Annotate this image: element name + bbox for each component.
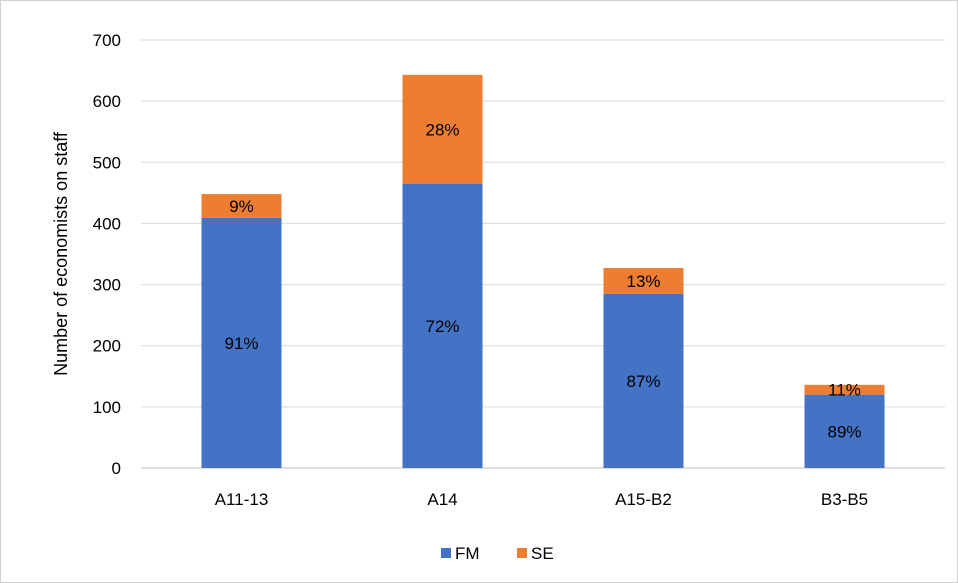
x-axis-ticks: A11-13 A14 A15-B2 B3-B5 bbox=[215, 490, 868, 509]
data-labels: 91% 9% 72% 28% 87% 13% 89% 11% bbox=[224, 120, 861, 441]
x-tick-label: A11-13 bbox=[215, 490, 269, 509]
y-tick-label: 300 bbox=[93, 276, 121, 295]
bar-fm bbox=[603, 293, 684, 468]
y-tick-label: 400 bbox=[93, 214, 121, 233]
data-label: 87% bbox=[626, 372, 660, 391]
bar-se bbox=[201, 194, 282, 218]
legend-label-se: SE bbox=[531, 544, 554, 563]
x-tick-label: B3-B5 bbox=[821, 490, 868, 509]
y-axis-title: Number of economists on staff bbox=[51, 131, 71, 376]
x-tick-label: A15-B2 bbox=[615, 490, 672, 509]
bar-fm bbox=[402, 183, 483, 468]
x-tick-label: A14 bbox=[427, 490, 457, 509]
data-label: 91% bbox=[224, 334, 258, 353]
bar-fm bbox=[201, 217, 282, 468]
y-tick-label: 0 bbox=[112, 459, 121, 478]
data-label: 13% bbox=[626, 272, 660, 291]
legend: FM SE bbox=[441, 544, 554, 563]
y-tick-label: 100 bbox=[93, 398, 121, 417]
bar-se bbox=[603, 268, 684, 294]
data-label: 9% bbox=[229, 197, 254, 216]
bar-fm bbox=[804, 394, 885, 468]
data-label: 11% bbox=[828, 381, 861, 400]
bar-se bbox=[804, 384, 885, 395]
legend-swatch-fm bbox=[441, 548, 451, 558]
y-tick-label: 600 bbox=[93, 92, 121, 111]
data-label: 89% bbox=[827, 422, 861, 441]
bars bbox=[201, 74, 885, 468]
bar-se bbox=[402, 74, 483, 184]
legend-label-fm: FM bbox=[455, 544, 480, 563]
y-tick-label: 200 bbox=[93, 337, 121, 356]
y-axis-ticks: 0 100 200 300 400 500 600 700 bbox=[93, 31, 121, 478]
y-tick-label: 500 bbox=[93, 153, 121, 172]
legend-swatch-se bbox=[517, 548, 527, 558]
y-tick-label: 700 bbox=[93, 31, 121, 50]
data-label: 28% bbox=[425, 120, 459, 139]
data-label: 72% bbox=[425, 317, 459, 336]
